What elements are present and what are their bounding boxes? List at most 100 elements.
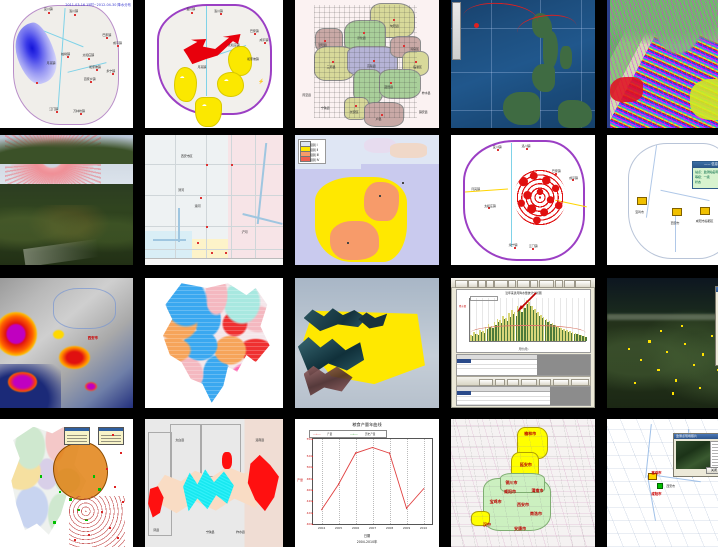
chart-xlabel: 月份(月) — [518, 348, 529, 351]
incident-point-cluster — [514, 168, 567, 226]
place-label: 太和庄镇 — [227, 43, 240, 48]
tile-incident-point-cluster-map[interactable]: 宜川镇 洛川镇 巴家镇 成平镇 太和庄镇 月亮镇 永宁镇 江门镇 — [451, 135, 595, 265]
place-label: 江门镇 — [528, 243, 538, 248]
tile-shaanxi-province-city-map[interactable]: 榆林市 延安市 铜川市 咸阳市 渭南市 宝鸡市 西安市 商洛市 汉中 安康市 — [451, 419, 595, 547]
site-photo — [676, 441, 710, 469]
tile-classified-raster-landcover[interactable] — [607, 0, 718, 128]
chart-xlabel: 日期 — [363, 534, 371, 538]
tile-3d-terrain-perspective-view[interactable] — [0, 135, 133, 265]
tile-wind-hazard-zone-map[interactable]: 级别 I 级别 II 级别 III 级别 IV — [295, 135, 439, 265]
tile-typhoon-track-satellite-map[interactable] — [451, 0, 595, 128]
place-label: 宜川镇 — [492, 145, 502, 150]
city-label: 渭南市 — [531, 487, 544, 493]
county-label: 淳化县 — [356, 35, 366, 40]
county-label: 临潼区 — [413, 65, 422, 69]
county-label: 旬阳县 — [390, 24, 399, 29]
app-toolbar[interactable] — [451, 278, 595, 288]
chart-title: 近年来逐月降水量统计分析图 — [505, 291, 542, 295]
tile-annual-production-line-chart[interactable]: 粮食产量年曲线 —+— 产量 —+— 历史产量 2004 2005 2006 2007… — [295, 419, 439, 547]
popup-title: —— 信息提示窗口 —— — [693, 162, 718, 168]
warning-zone — [216, 71, 244, 97]
popup-close-button[interactable]: 关闭 — [706, 467, 718, 474]
place-label: 成平镇 — [259, 38, 269, 43]
place-label: 咸阳市 — [651, 491, 662, 496]
analysis-popup[interactable] — [98, 426, 125, 445]
county-label: 泾阳县 — [318, 43, 327, 48]
hazard-legend: 级别 I 级别 II 级别 III 级别 IV — [298, 139, 326, 164]
selected-point-marker[interactable] — [657, 483, 664, 489]
place-label: 月亮镇 — [197, 65, 207, 69]
warning-zone — [173, 66, 197, 102]
county-label: 三原县 — [326, 65, 336, 69]
city-label: 宝鸡市 — [489, 499, 502, 505]
county-label: 高陵县 — [367, 63, 376, 68]
city-label: 商洛市 — [529, 510, 542, 516]
place-label: 巴家镇 — [102, 33, 112, 37]
county-label: 户县 — [375, 117, 382, 122]
chart-xlabel-range: 2004-2010年 — [356, 540, 378, 544]
map-zoom-control[interactable] — [452, 2, 461, 60]
place-label: 太和庄镇 — [82, 53, 95, 58]
place-label: 月亮镇 — [471, 186, 480, 191]
tile-statistics-application-window[interactable]: 近年来逐月降水量统计分析图 降水量 月份(月) — [451, 278, 595, 408]
legend-label: 历史产量 — [365, 433, 376, 437]
city-label: 延安市 — [519, 462, 532, 468]
tile-severe-weather-warning-map[interactable]: ☁ ☁ ☁ ⚡ 宜川镇 洛川镇 巴家镇 成平镇 太和庄镇 和家坡镇 月亮镇 — [145, 0, 283, 128]
table-toolbar[interactable] — [456, 376, 591, 386]
chart-plot-area: 2004 2005 2006 2007 2008 2009 2010 400 420 440 460… — [307, 437, 433, 530]
popup-line: 状态 — [695, 180, 701, 184]
place-label: 和家坡镇 — [89, 65, 101, 69]
tile-3d-inundation-surface-model[interactable] — [295, 278, 439, 408]
place-label: 洛川镇 — [521, 143, 531, 148]
photo-popup-window[interactable]: 监测点现场照片 关闭 — [673, 433, 718, 477]
summary-table[interactable] — [456, 354, 591, 376]
county-label: 周至县 — [302, 93, 311, 98]
tile-city-buffer-analysis-map[interactable] — [0, 419, 133, 547]
place-label: 洛川镇 — [69, 8, 78, 13]
city-label: 铜川市 — [505, 480, 518, 485]
station-marker[interactable] — [648, 472, 658, 480]
map-timestamp-caption: 2011-03-16 15时~2012-04-30 降水分布 — [65, 3, 131, 7]
place-label: 永宁镇 — [106, 68, 116, 73]
city-label: 西安市 — [517, 501, 529, 507]
tile-3d-terrain-poi-labels-view[interactable]: 名称 类型 编号 所属区域 查询 — [607, 278, 718, 408]
place-label: 百家乡镇 — [83, 76, 96, 81]
place-label: 宝鸡市 — [635, 210, 644, 215]
city-label: 西安市 — [87, 336, 98, 341]
place-label: 西安市区 — [180, 154, 193, 159]
tile-river-network-photo-popup-map[interactable]: 宝鸡市 西安市 咸阳市 渭河 监测点现场照片 关闭 — [607, 419, 718, 547]
typhoon-center-marker — [474, 23, 480, 29]
place-label: 太和庄镇 — [484, 203, 496, 208]
statistics-popup[interactable] — [63, 426, 90, 445]
analysis-grid-overlay — [313, 5, 418, 118]
city-label: 榆林市 — [524, 431, 537, 437]
tile-infrared-satellite-cloud-image[interactable]: 西安市 — [0, 278, 133, 408]
legend-label: 级别 II — [310, 147, 318, 152]
tile-map-with-info-popup[interactable]: 宝鸡市 西安市 咸阳市秦都区 —— 信息提示窗口 —— 站点：监测站名称 监测类… — [607, 135, 718, 265]
tile-rainfall-plume-map[interactable]: 宜川镇 洛川镇 巴家镇 成平镇 柏树镇 月亮镇 太和庄镇 和家坡镇 永宁镇 百家… — [0, 0, 133, 128]
place-label: 月亮镇 — [46, 61, 56, 66]
chart-legend: —+— 产量 —+— 历史产量 — [309, 430, 387, 438]
city-label: 汉中 — [483, 522, 491, 528]
buffer-zone — [53, 442, 109, 501]
attribute-query-panel[interactable]: 名称 类型 编号 所属区域 查询 — [715, 286, 718, 366]
tile-dense-county-choropleth-map[interactable] — [145, 278, 283, 408]
popup-title: 监测点现场照片 — [674, 434, 718, 439]
tile-street-basemap-with-markers[interactable]: 西安市区 渭河 灞河 浐河 — [145, 135, 283, 265]
city-label: 安康市 — [514, 526, 527, 532]
tile-dem-classified-risk-map[interactable]: 太白县 宁陕县 柞水县 凤县 洛南县 — [145, 419, 283, 547]
popup-line: 等级：一级 — [695, 175, 710, 179]
place-label: 渭河 — [178, 188, 184, 192]
place-label: 洛川镇 — [214, 8, 223, 13]
panel-titlebar — [716, 287, 718, 292]
place-label: 成平镇 — [113, 40, 122, 45]
info-popup-window[interactable]: —— 信息提示窗口 —— 站点：监测站名称 监测类型：汛情监测站 等级：一级 状… — [692, 161, 718, 189]
tile-county-grid-overlay-map[interactable]: 旬阳县 淳化县 泾阳县 三原县 高陵县 阎良区 临潼区 蓝田县 长安区 户县 周… — [295, 0, 439, 128]
county-label: 柞水县 — [421, 90, 431, 95]
records-table[interactable] — [456, 386, 591, 408]
legend-label: 产量 — [327, 433, 333, 437]
place-label: 宝鸡市 — [651, 471, 662, 476]
chart-title: 粮食产量年曲线 — [352, 422, 382, 427]
place-label: 永宁镇 — [508, 242, 518, 247]
popup-line: 站点：监测站名称 监测类型：汛情监测站 — [695, 170, 718, 174]
